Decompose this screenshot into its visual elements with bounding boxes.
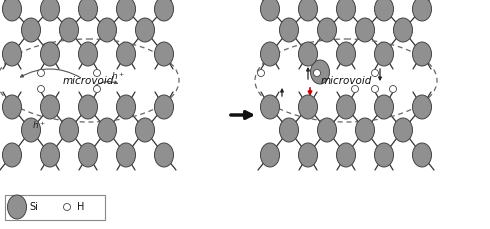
Ellipse shape (258, 69, 265, 76)
Ellipse shape (374, 42, 393, 66)
Ellipse shape (154, 95, 173, 119)
Ellipse shape (337, 42, 356, 66)
Ellipse shape (337, 143, 356, 167)
Ellipse shape (78, 143, 98, 167)
Ellipse shape (41, 143, 59, 167)
Ellipse shape (298, 42, 318, 66)
Ellipse shape (41, 0, 59, 21)
Ellipse shape (311, 60, 329, 84)
Ellipse shape (38, 69, 45, 76)
Ellipse shape (356, 118, 374, 142)
Ellipse shape (154, 42, 173, 66)
Ellipse shape (298, 143, 318, 167)
Ellipse shape (393, 18, 413, 42)
Ellipse shape (351, 85, 359, 93)
Ellipse shape (261, 42, 279, 66)
Ellipse shape (41, 42, 59, 66)
Ellipse shape (117, 143, 136, 167)
Ellipse shape (117, 42, 136, 66)
Ellipse shape (390, 85, 396, 93)
Ellipse shape (154, 0, 173, 21)
Text: h$^+$: h$^+$ (111, 70, 125, 82)
Ellipse shape (2, 42, 22, 66)
Ellipse shape (413, 0, 432, 21)
Ellipse shape (2, 0, 22, 21)
Ellipse shape (136, 18, 154, 42)
Ellipse shape (78, 42, 98, 66)
Ellipse shape (298, 0, 318, 21)
Ellipse shape (318, 118, 337, 142)
Ellipse shape (413, 42, 432, 66)
Ellipse shape (98, 18, 117, 42)
Ellipse shape (7, 195, 26, 219)
Text: microvoid: microvoid (320, 76, 372, 85)
Ellipse shape (413, 143, 432, 167)
Ellipse shape (314, 69, 320, 76)
Ellipse shape (94, 69, 100, 76)
Text: h$^+$: h$^+$ (32, 119, 46, 131)
Ellipse shape (279, 118, 298, 142)
Text: microvoid: microvoid (62, 76, 114, 85)
Ellipse shape (261, 95, 279, 119)
Ellipse shape (136, 118, 154, 142)
Ellipse shape (374, 95, 393, 119)
Ellipse shape (318, 18, 337, 42)
Ellipse shape (2, 95, 22, 119)
Ellipse shape (38, 85, 45, 93)
Ellipse shape (356, 18, 374, 42)
Text: Si: Si (29, 202, 38, 212)
Ellipse shape (154, 143, 173, 167)
Ellipse shape (337, 0, 356, 21)
Ellipse shape (371, 69, 378, 76)
Ellipse shape (374, 0, 393, 21)
Ellipse shape (94, 85, 100, 93)
Ellipse shape (59, 118, 78, 142)
Bar (5, 195, 105, 220)
Ellipse shape (298, 95, 318, 119)
Ellipse shape (59, 18, 78, 42)
Ellipse shape (22, 18, 41, 42)
Ellipse shape (337, 95, 356, 119)
Ellipse shape (78, 95, 98, 119)
Ellipse shape (261, 0, 279, 21)
Ellipse shape (2, 143, 22, 167)
Ellipse shape (78, 0, 98, 21)
Ellipse shape (374, 143, 393, 167)
Ellipse shape (98, 118, 117, 142)
Ellipse shape (22, 118, 41, 142)
Ellipse shape (393, 118, 413, 142)
Ellipse shape (279, 18, 298, 42)
Ellipse shape (117, 95, 136, 119)
Ellipse shape (41, 95, 59, 119)
Ellipse shape (117, 0, 136, 21)
Ellipse shape (413, 95, 432, 119)
Text: H: H (77, 202, 84, 212)
Ellipse shape (64, 204, 71, 210)
Ellipse shape (371, 85, 378, 93)
Ellipse shape (261, 143, 279, 167)
